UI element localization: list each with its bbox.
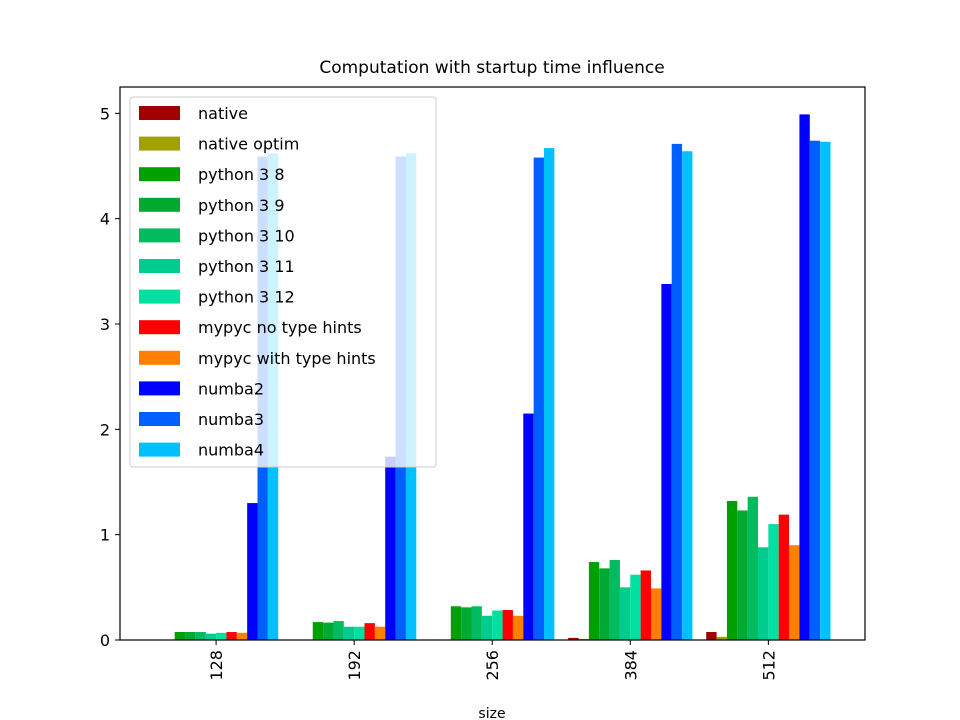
bar-python-3-9-384 <box>599 568 610 640</box>
bar-python-3-8-384 <box>588 562 600 640</box>
legend-label: mypyc with type hints <box>198 349 376 368</box>
bar-mypyc-no-type-hints-384 <box>640 570 651 640</box>
bar-python-3-8-192 <box>312 622 324 640</box>
bar-python-3-11-384 <box>619 587 631 640</box>
legend-swatch <box>139 320 180 335</box>
bar-numba3-256 <box>533 157 544 640</box>
bar-python-3-8-128 <box>174 631 186 640</box>
bar-mypyc-with-type-hints-512 <box>789 545 800 640</box>
legend-label: numba4 <box>198 441 264 460</box>
bar-mypyc-no-type-hints-512 <box>778 514 790 640</box>
bar-numba2-512 <box>799 114 810 641</box>
bar-numba4-512 <box>820 141 831 641</box>
bar-numba2-256 <box>523 413 534 640</box>
legend-swatch <box>139 197 180 212</box>
legend-label: numba3 <box>198 410 264 429</box>
x-tick-label: 384 <box>621 650 640 681</box>
x-tick-label: 256 <box>483 650 502 681</box>
legend-swatch <box>139 442 180 457</box>
x-axis-ticks: 128 192 256 384 512 <box>207 640 778 681</box>
y-tick-label: 0 <box>100 631 110 650</box>
bar-python-3-9-192 <box>323 622 334 640</box>
legend-label: python 3 12 <box>198 288 295 307</box>
bar-python-3-8-512 <box>726 500 738 640</box>
legend-label: python 3 10 <box>198 226 295 245</box>
legend-label: native optim <box>198 135 299 154</box>
bar-numba3-384 <box>671 143 683 640</box>
bar-python-3-10-256 <box>471 606 482 640</box>
bar-python-3-10-512 <box>747 496 758 640</box>
legend-swatch <box>139 412 180 426</box>
y-axis-ticks: 0 1 2 3 4 5 <box>100 104 120 650</box>
bar-numba4-256 <box>543 148 555 641</box>
legend-swatch <box>139 259 180 273</box>
y-tick-label: 3 <box>100 315 110 334</box>
bar-mypyc-with-type-hints-192 <box>374 626 386 640</box>
bar-python-3-9-128 <box>185 631 196 640</box>
legend-label: python 3 9 <box>198 196 285 215</box>
x-tick-label: 192 <box>345 650 364 681</box>
legend-swatch <box>139 289 180 304</box>
bar-native-optim-512 <box>716 636 727 640</box>
y-tick-label: 4 <box>100 210 110 229</box>
chart-title: Computation with startup time influence <box>319 58 664 78</box>
bar-python-3-12-512 <box>768 524 779 640</box>
y-tick-label: 2 <box>100 420 110 439</box>
bar-python-3-11-128 <box>205 633 217 640</box>
x-tick-label: 512 <box>759 650 778 681</box>
bar-mypyc-no-type-hints-128 <box>226 631 237 640</box>
bar-native-384 <box>568 637 579 640</box>
y-tick-label: 1 <box>100 526 110 545</box>
bar-mypyc-with-type-hints-384 <box>650 588 662 640</box>
legend-swatch <box>139 106 180 120</box>
bar-numba2-128 <box>247 503 258 640</box>
legend-label: python 3 8 <box>198 165 285 184</box>
bar-python-3-8-256 <box>450 606 462 640</box>
bar-numba2-384 <box>661 283 672 640</box>
legend-label: numba2 <box>198 379 264 398</box>
bar-mypyc-no-type-hints-192 <box>364 623 375 640</box>
y-tick-label: 5 <box>100 104 110 123</box>
bar-python-3-9-256 <box>461 607 472 640</box>
legend: native native optim python 3 8 python 3 9 py… <box>129 96 437 468</box>
legend-label: python 3 11 <box>198 257 295 276</box>
bar-python-3-10-384 <box>609 559 620 640</box>
bar-python-3-10-192 <box>333 621 344 640</box>
x-axis-label: size <box>478 706 505 720</box>
legend-label: native <box>198 104 248 123</box>
bar-python-3-11-192 <box>343 626 355 640</box>
legend-swatch <box>139 381 180 396</box>
legend-label: mypyc no type hints <box>198 318 362 337</box>
bar-python-3-12-256 <box>492 610 503 640</box>
bar-mypyc-with-type-hints-256 <box>512 615 524 640</box>
bar-numba4-384 <box>682 151 693 640</box>
legend-box <box>129 96 437 468</box>
bar-mypyc-with-type-hints-128 <box>236 632 248 640</box>
bar-python-3-9-512 <box>737 510 748 640</box>
bar-python-3-11-512 <box>757 547 769 640</box>
bar-numba3-512 <box>809 140 821 640</box>
legend-swatch <box>139 228 180 243</box>
bar-python-3-11-256 <box>481 615 493 640</box>
legend-swatch <box>139 350 180 365</box>
bar-python-3-12-192 <box>354 626 365 640</box>
x-tick-label: 128 <box>207 650 226 681</box>
legend-swatch <box>139 167 180 182</box>
bar-mypyc-no-type-hints-256 <box>502 609 513 640</box>
legend-swatch <box>139 136 180 151</box>
bar-python-3-12-128 <box>216 632 227 640</box>
bar-python-3-10-128 <box>195 631 206 640</box>
axes-frame <box>119 86 866 641</box>
bar-python-3-12-384 <box>630 574 641 640</box>
bar-numba2-192 <box>385 456 396 640</box>
bar-native-512 <box>706 631 717 640</box>
